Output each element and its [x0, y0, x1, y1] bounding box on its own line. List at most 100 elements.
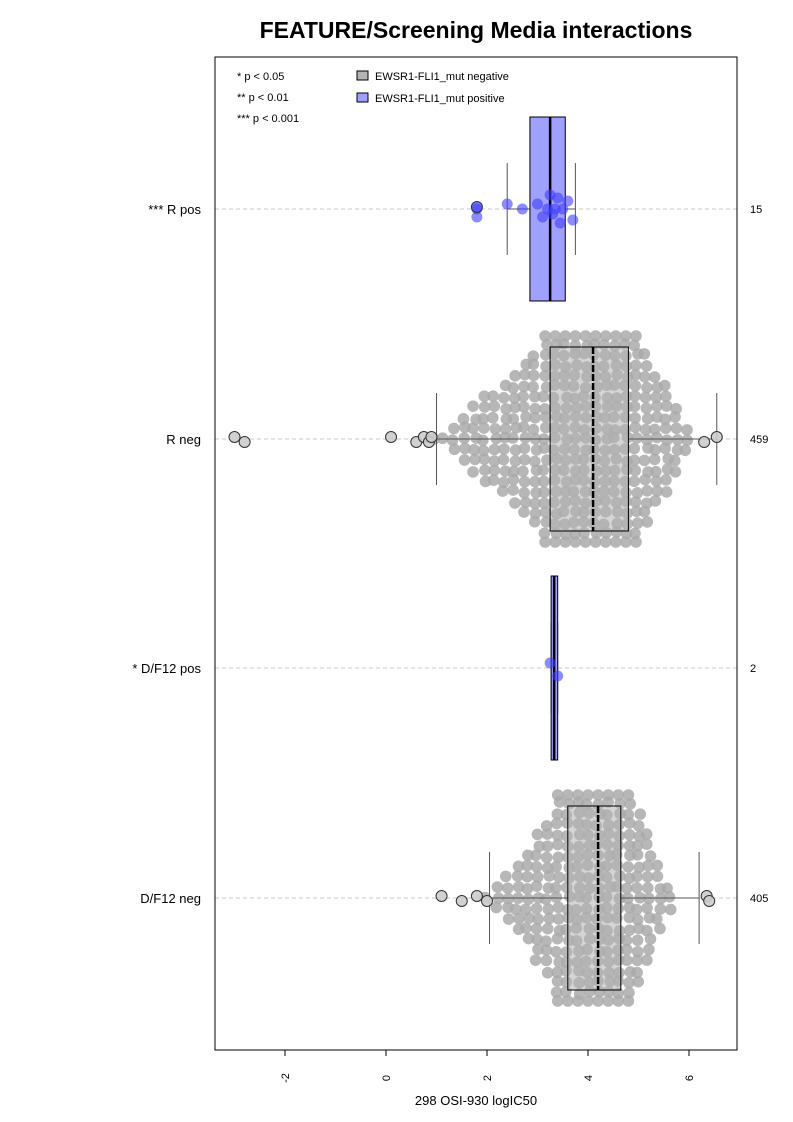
data-point: [552, 901, 565, 914]
outlier-point: [470, 890, 483, 902]
data-point: [478, 422, 490, 434]
data-point: [532, 943, 544, 956]
data-point: [631, 487, 644, 499]
pvalue-note: *** p < 0.001: [237, 113, 299, 125]
data-point: [669, 411, 681, 423]
data-point: [538, 497, 551, 510]
data-point: [486, 411, 499, 424]
data-point: [544, 657, 556, 669]
data-point: [530, 902, 543, 915]
data-point: [487, 390, 499, 402]
data-point: [664, 903, 677, 916]
data-point: [639, 423, 652, 436]
data-point: [540, 360, 552, 373]
data-point: [630, 903, 643, 916]
positive-points: [228, 189, 723, 907]
data-point: [638, 505, 651, 518]
data-point: [602, 789, 614, 801]
data-point: [629, 496, 642, 508]
data-point: [592, 789, 604, 801]
data-point: [679, 444, 692, 457]
data-point: [589, 330, 602, 342]
data-point: [630, 359, 642, 372]
x-tick-label: 2: [482, 1075, 494, 1081]
data-point: [446, 434, 459, 446]
data-point: [448, 422, 460, 435]
data-point: [528, 390, 541, 403]
data-point: [522, 893, 535, 906]
data-point: [522, 932, 535, 945]
data-point: [622, 861, 635, 873]
data-point: [436, 432, 449, 445]
data-point: [529, 475, 541, 488]
data-point: [477, 413, 489, 425]
data-point: [621, 943, 633, 956]
data-point: [527, 423, 540, 436]
data-point: [512, 860, 525, 873]
data-point: [499, 465, 512, 478]
data-point: [527, 381, 539, 393]
legend-swatch: [356, 92, 369, 103]
data-point: [631, 870, 643, 883]
data-point: [528, 515, 541, 528]
data-point: [641, 485, 654, 497]
data-point: [507, 432, 519, 444]
data-point: [539, 506, 552, 518]
data-point: [513, 912, 525, 925]
data-point: [509, 444, 522, 456]
data-point: [489, 423, 502, 435]
data-point: [562, 995, 574, 1007]
data-point: [540, 893, 552, 905]
data-point: [559, 536, 572, 548]
data-point: [518, 486, 531, 499]
data-point: [631, 934, 644, 947]
data-point: [551, 789, 564, 801]
data-point: [520, 411, 532, 423]
count-label: 459: [750, 434, 768, 446]
data-point: [623, 817, 636, 829]
count-label: 2: [750, 663, 756, 675]
data-point: [543, 912, 556, 925]
data-point: [521, 859, 533, 872]
data-point: [669, 465, 682, 478]
data-point: [518, 442, 531, 455]
data-point: [542, 903, 555, 915]
data-point: [537, 390, 550, 403]
group-label: *** R pos: [148, 202, 201, 217]
data-point: [599, 330, 612, 342]
data-point: [530, 861, 543, 873]
data-point: [650, 475, 663, 487]
data-point: [640, 838, 653, 850]
data-point: [478, 390, 491, 402]
data-point: [569, 330, 582, 342]
data-point: [631, 517, 644, 529]
data-point: [509, 401, 521, 414]
data-point: [458, 454, 471, 466]
data-point: [629, 527, 641, 540]
data-point: [509, 455, 522, 467]
x-tick-label: -2: [280, 1073, 292, 1083]
data-point: [620, 934, 633, 947]
data-point: [634, 808, 647, 820]
data-point: [550, 891, 563, 904]
data-point: [507, 413, 520, 425]
data-point: [631, 954, 644, 967]
data-point: [527, 369, 540, 382]
data-point: [622, 789, 635, 801]
data-point: [641, 882, 654, 894]
legend-label: EWSR1-FLI1_mut positive: [375, 93, 505, 105]
data-point: [529, 497, 541, 510]
data-point: [532, 913, 545, 925]
data-point: [550, 945, 562, 958]
outlier-point: [698, 436, 711, 448]
data-point: [509, 903, 522, 916]
data-point: [579, 536, 592, 548]
data-point: [572, 995, 584, 1007]
data-point: [477, 444, 490, 457]
data-point: [562, 789, 574, 801]
group-label: R neg: [166, 432, 201, 447]
data-point: [649, 495, 662, 507]
data-point: [529, 411, 541, 424]
data-point: [539, 421, 552, 434]
data-point: [550, 861, 562, 873]
